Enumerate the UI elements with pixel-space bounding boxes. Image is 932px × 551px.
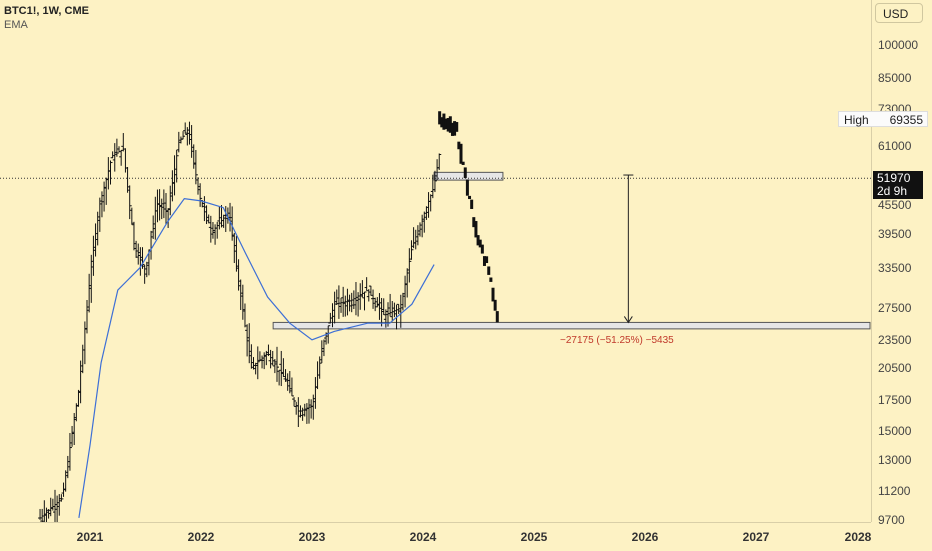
price-tick-label: 61000 bbox=[878, 138, 912, 153]
price-tick-label: 100000 bbox=[878, 38, 919, 52]
measure-result-label: −27175 (−51.25%) −5435 bbox=[560, 335, 674, 346]
year-tick-label: 2028 bbox=[844, 530, 872, 544]
price-plot[interactable] bbox=[0, 0, 871, 522]
year-tick-label: 2025 bbox=[520, 530, 548, 544]
time-axis[interactable] bbox=[0, 522, 871, 551]
price-tick-label: 39500 bbox=[878, 227, 912, 242]
last-price-value: 51970 bbox=[877, 171, 911, 185]
symbol-title[interactable]: BTC1!, 1W, CME bbox=[4, 5, 89, 17]
ema-line bbox=[78, 198, 435, 518]
price-tick-label: 33500 bbox=[878, 260, 912, 275]
ema-indicator-label[interactable]: EMA bbox=[4, 19, 28, 31]
price-tick-label: 85000 bbox=[878, 71, 912, 86]
price-tick-label: 23500 bbox=[878, 332, 912, 347]
price-tick-label: 20500 bbox=[878, 360, 912, 375]
price-tick-label: 45500 bbox=[878, 198, 912, 213]
high-label-text: High bbox=[844, 113, 869, 127]
price-tick-label: 13000 bbox=[878, 453, 912, 468]
chart-legend: BTC1!, 1W, CME EMA bbox=[4, 4, 89, 32]
support-zone-box bbox=[272, 321, 871, 330]
year-tick-label: 2026 bbox=[631, 530, 659, 544]
currency-button[interactable]: USD bbox=[875, 3, 923, 23]
price-tick-label: 17500 bbox=[878, 392, 912, 407]
year-tick-label: 2023 bbox=[298, 530, 326, 544]
year-tick-label: 2021 bbox=[76, 530, 104, 544]
last-price-badge: 51970 2d 9h bbox=[873, 171, 923, 199]
price-tick-label: 9700 bbox=[878, 513, 905, 527]
measure-arrow-head bbox=[623, 316, 633, 324]
year-tick-label: 2027 bbox=[742, 530, 770, 544]
bar-countdown: 2d 9h bbox=[877, 184, 908, 198]
high-label-value: 69355 bbox=[889, 113, 923, 127]
year-tick-label: 2024 bbox=[409, 530, 437, 544]
price-tick-label: 27500 bbox=[878, 300, 912, 315]
top-zone-box bbox=[433, 171, 504, 181]
high-price-label: High 69355 bbox=[838, 111, 928, 127]
price-axis[interactable] bbox=[871, 0, 932, 522]
price-tick-label: 11200 bbox=[878, 483, 911, 498]
price-tick-label: 15000 bbox=[878, 424, 912, 439]
year-tick-label: 2022 bbox=[187, 530, 215, 544]
